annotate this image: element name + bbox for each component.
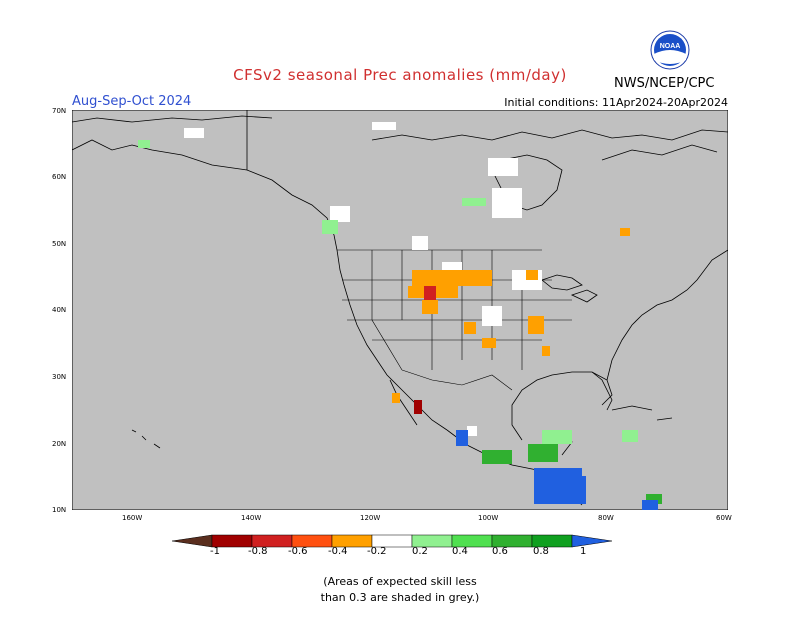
colorbar-label-06: 0.6 [492,546,508,557]
lat-label-30n: 30N [52,373,67,381]
colorbar-label-08: 0.8 [533,546,549,557]
lat-label-10n: 10N [52,506,67,514]
lon-label-60w: 60W [716,514,732,522]
map [72,110,728,510]
colorbar-label-neg08: -0.8 [248,546,268,557]
lat-label-70n: 70N [52,107,67,115]
noaa-logo: NOAA [650,30,690,70]
lon-label-80w: 80W [598,514,614,522]
colorbar-arrow-high [571,534,613,548]
colorbar-arrow-low [172,534,213,548]
skill-note-line1: (Areas of expected skill less [323,575,477,588]
chart-title: CFSv2 seasonal Prec anomalies (mm/day) [233,66,567,84]
agency-label: NWS/NCEP/CPC [614,76,715,91]
colorbar-label-neg02: -0.2 [367,546,387,557]
lon-label-160w: 160W [122,514,143,522]
lon-label-120w: 120W [360,514,381,522]
skill-note: (Areas of expected skill less than 0.3 a… [0,574,800,606]
skill-note-line2: than 0.3 are shaded in grey.) [320,591,480,604]
colorbar-label-1: 1 [580,546,587,557]
anomaly-cells [138,122,662,510]
lon-label-100w: 100W [478,514,499,522]
colorbar-label-04: 0.4 [452,546,468,557]
initial-conditions: Initial conditions: 11Apr2024-20Apr2024 [504,96,728,109]
colorbar-label-02: 0.2 [412,546,428,557]
colorbar-label-neg06: -0.6 [288,546,308,557]
lat-label-60n: 60N [52,173,67,181]
forecast-period: Aug-Sep-Oct 2024 [72,94,192,109]
lat-label-50n: 50N [52,240,67,248]
lon-label-140w: 140W [241,514,262,522]
svg-text:NOAA: NOAA [660,43,681,50]
colorbar [172,534,613,548]
colorbar-label-neg04: -0.4 [328,546,348,557]
lat-label-20n: 20N [52,440,67,448]
lat-label-40n: 40N [52,306,67,314]
colorbar-label-neg1: -1 [210,546,220,557]
